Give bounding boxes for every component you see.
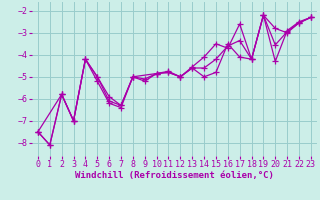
X-axis label: Windchill (Refroidissement éolien,°C): Windchill (Refroidissement éolien,°C) [75, 171, 274, 180]
